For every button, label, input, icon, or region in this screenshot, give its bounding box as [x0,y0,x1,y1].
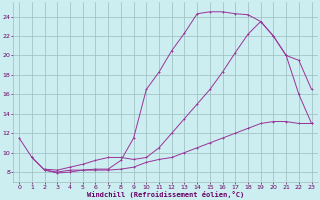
X-axis label: Windchill (Refroidissement éolien,°C): Windchill (Refroidissement éolien,°C) [87,191,244,198]
